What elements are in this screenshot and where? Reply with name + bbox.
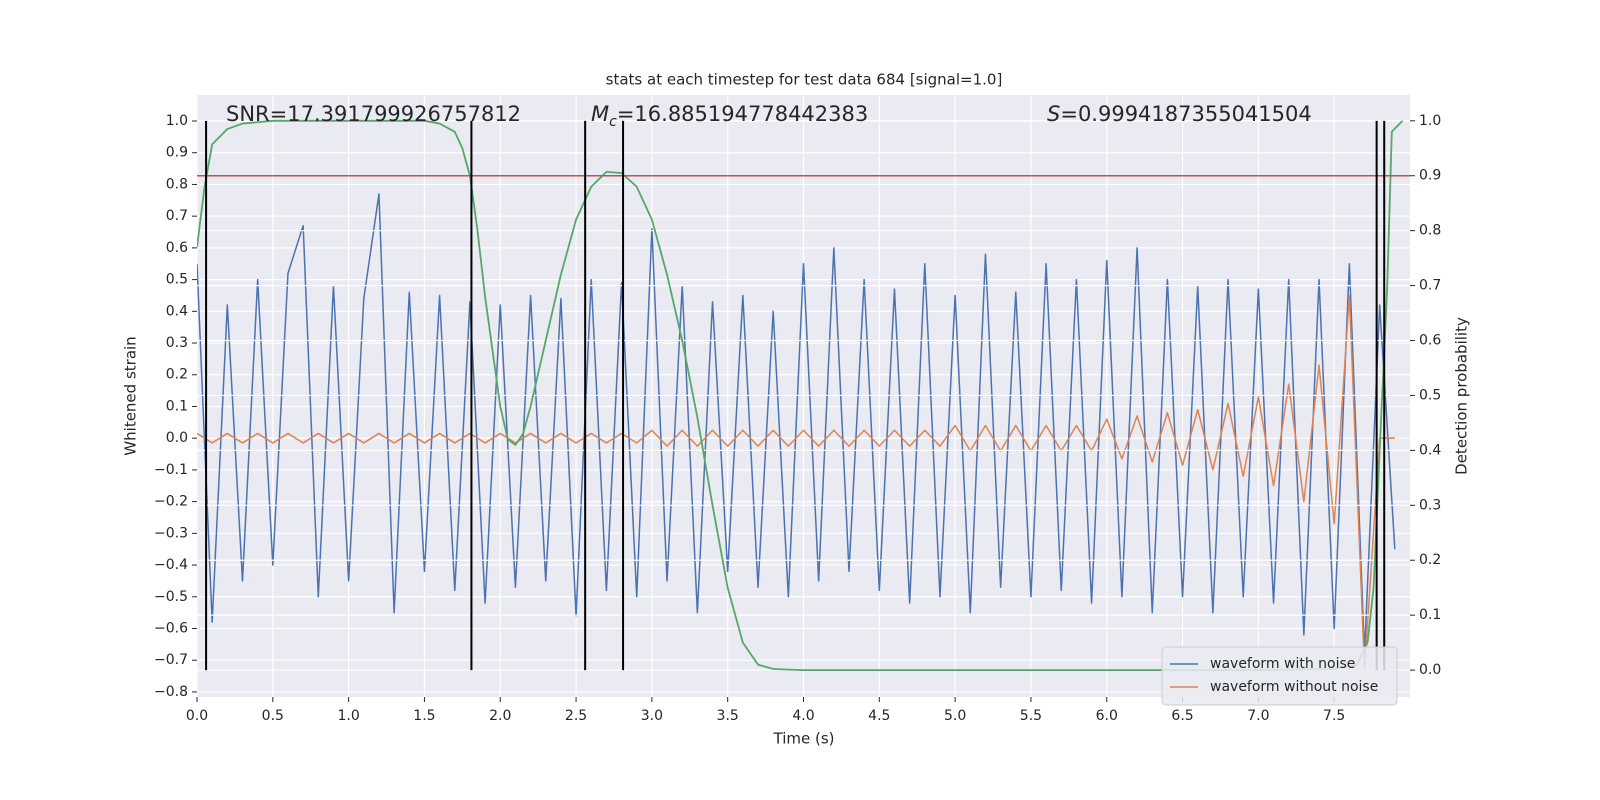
x-tick-label: 5.0 [944,708,966,724]
y-axis-label: Whitened strain [122,336,140,455]
y2-tick-label: 0.5 [1419,387,1441,403]
y2-tick-label: 0.6 [1419,333,1441,349]
y2-tick-label: 0.2 [1419,552,1441,568]
annotation-symbol: S [1047,102,1060,126]
annotation-text: SNR=17.391799926757812 [226,102,521,126]
x-tick-label: 0.0 [186,708,208,724]
x-tick-label: 1.5 [413,708,435,724]
y-tick-label: 0.0 [166,430,188,446]
x-tick-label: 7.0 [1247,708,1269,724]
y-tick-label: 0.4 [166,303,188,319]
series-line [197,294,1395,671]
y-tick-label: −0.1 [154,462,188,478]
y2-tick-label: 0.1 [1419,607,1441,623]
x-tick-label: 5.5 [1020,708,1042,724]
y2-axis-label: Detection probability [1453,317,1471,475]
y2-tick-label: 0.7 [1419,278,1441,294]
annotation: S=0.9994187355041504 [1047,102,1312,126]
annotation: Mc=16.885194778442383 [591,102,868,130]
x-axis-label: Time (s) [773,730,835,748]
annotation: SNR=17.391799926757812 [226,102,521,126]
y-tick-label: 0.7 [166,208,188,224]
y-tick-label: −0.6 [154,620,188,636]
y-tick-label: 0.6 [166,240,188,256]
y-tick-label: 0.3 [166,335,188,351]
y2-tick-label: 0.3 [1419,497,1441,513]
y-tick-label: 0.9 [166,145,188,161]
series-line [197,193,1396,655]
x-tick-label: 0.5 [262,708,284,724]
y-tick-label: 0.8 [166,176,188,192]
x-tick-label: 3.5 [717,708,739,724]
chart-title: stats at each timestep for test data 684… [606,71,1003,89]
x-tick-label: 7.5 [1323,708,1345,724]
x-tick-label: 1.0 [337,708,359,724]
y-tick-label: 0.1 [166,398,188,414]
x-tick-label: 6.0 [1096,708,1118,724]
y-tick-label: −0.3 [154,525,188,541]
annotation-text: =0.9994187355041504 [1060,102,1311,126]
y2-tick-label: 0.4 [1419,442,1441,458]
y2-tick-label: 0.8 [1419,223,1441,239]
legend-label: waveform without noise [1210,679,1378,695]
legend-box [1161,646,1398,706]
y2-tick-label: 0.9 [1419,168,1441,184]
y-tick-label: −0.2 [154,494,188,510]
y-tick-label: −0.5 [154,589,188,605]
y-tick-label: −0.7 [154,652,188,668]
x-tick-label: 4.0 [792,708,814,724]
y-tick-label: 0.2 [166,367,188,383]
y-tick-label: −0.8 [154,684,188,700]
y-tick-label: 0.5 [166,272,188,288]
legend-label: waveform with noise [1210,656,1355,672]
y2-tick-label: 0.0 [1419,662,1441,678]
y-tick-label: 1.0 [166,113,188,129]
x-tick-label: 2.5 [565,708,587,724]
x-tick-label: 4.5 [868,708,890,724]
y-tick-label: −0.4 [154,557,188,573]
annotation-subscript: c [609,114,617,130]
annotation-text: =16.885194778442383 [617,102,868,126]
y2-tick-label: 1.0 [1419,113,1441,129]
x-tick-label: 3.0 [641,708,663,724]
x-tick-label: 2.0 [489,708,511,724]
annotation-symbol: M [591,102,609,126]
x-tick-label: 6.5 [1171,708,1193,724]
